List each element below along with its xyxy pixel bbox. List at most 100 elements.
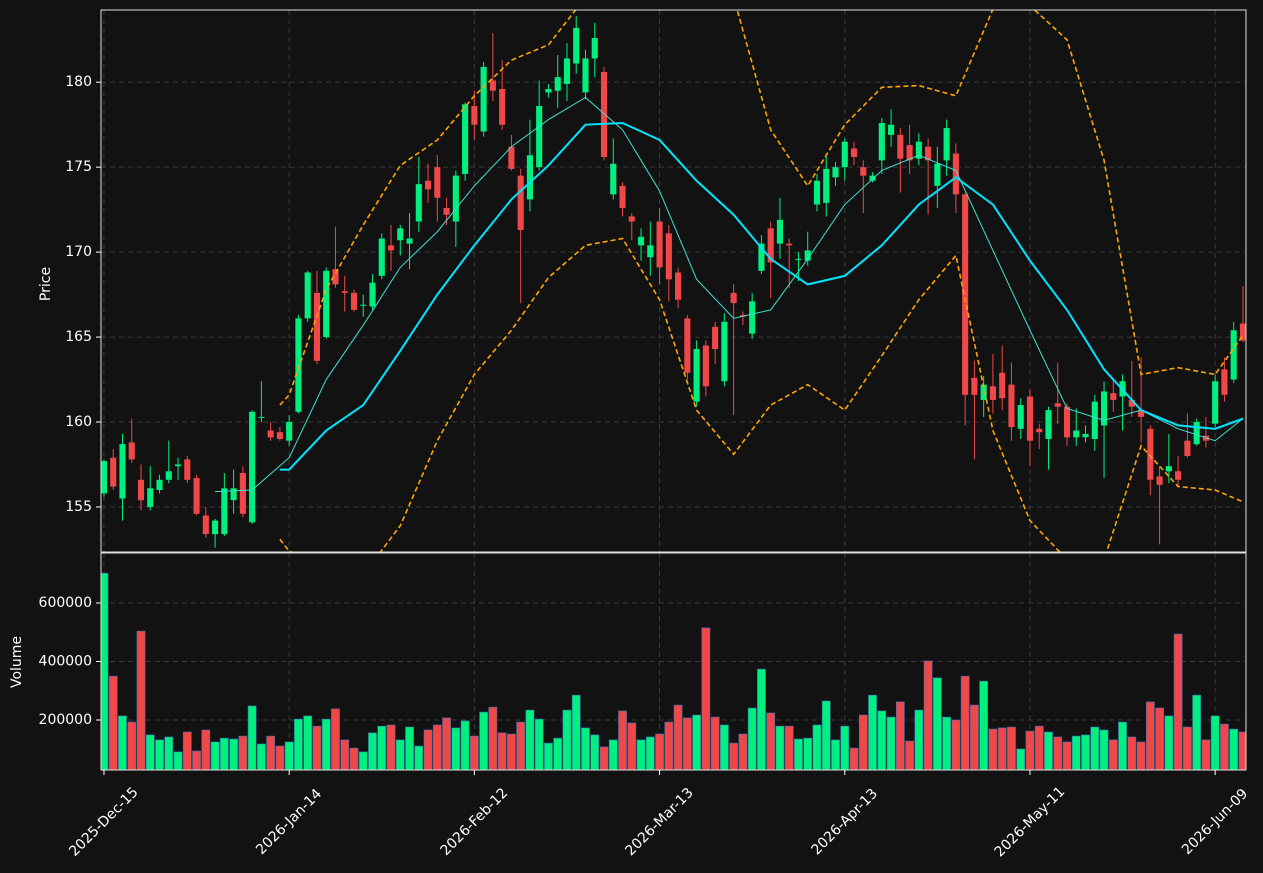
volume-bar (886, 716, 896, 770)
volume-bar (664, 721, 674, 770)
volume-bar (831, 739, 840, 770)
volume-bar (349, 747, 359, 770)
candle-body (869, 175, 876, 181)
volume-bar (1090, 726, 1100, 770)
candle-body (591, 38, 598, 59)
candle-body (1110, 393, 1117, 400)
candle-body (1045, 410, 1052, 440)
candle-body (1054, 403, 1061, 407)
volume-bar (544, 742, 553, 770)
candle-body (841, 141, 848, 168)
volume-bar (164, 736, 174, 770)
candle-body (526, 155, 533, 200)
y-tick-label: 180 (65, 74, 92, 90)
volume-bar (405, 726, 414, 770)
volume-bar (1044, 731, 1053, 770)
candle-body (489, 80, 496, 91)
candle-body (1128, 399, 1135, 407)
volume-bar (997, 727, 1007, 770)
candle-body (888, 124, 895, 135)
volume-bar (312, 725, 322, 770)
candle-body (425, 180, 432, 190)
candle-body (619, 185, 626, 208)
y-tick-label: 400000 (39, 654, 92, 670)
candle-body (1036, 428, 1043, 433)
volume-bar (1229, 728, 1239, 770)
volume-bar (210, 741, 220, 770)
volume-bar (618, 710, 627, 770)
candle-body (508, 146, 515, 169)
candle-body (295, 318, 302, 412)
candle-body (415, 184, 422, 222)
volume-bar (386, 724, 396, 770)
volume-bar (432, 724, 442, 770)
candle-body (971, 377, 978, 395)
volume-bar (1201, 739, 1211, 770)
candle-body (1175, 471, 1182, 480)
candle-body (313, 292, 320, 361)
candle-body (878, 122, 885, 161)
candle-body (952, 153, 959, 195)
candle-body (786, 243, 793, 246)
volume-bar (229, 738, 238, 770)
candle-body (174, 464, 182, 467)
y-axis-label: Volume (9, 636, 25, 688)
candle-body (897, 134, 904, 159)
volume-bar (812, 724, 822, 770)
volume-bar (951, 719, 961, 770)
candle-body (600, 72, 608, 157)
volume-bar (590, 734, 600, 770)
candle-body (193, 478, 200, 514)
volume-bar (155, 739, 164, 770)
candle-body (1026, 396, 1034, 441)
volume-bar (497, 732, 507, 770)
volume-bar (1053, 736, 1063, 770)
volume-bar (1034, 725, 1044, 770)
candle-body (360, 304, 367, 306)
candle-body (258, 416, 265, 418)
volume-bar (673, 704, 683, 770)
volume-bar (1220, 723, 1229, 770)
candle-body (1193, 422, 1200, 445)
candle-body (341, 291, 348, 293)
candle-body (980, 384, 987, 400)
candle-body (934, 163, 941, 186)
candle-body (1239, 323, 1246, 341)
volume-bar (1136, 741, 1146, 770)
candle-body (462, 104, 469, 174)
volume-bar (720, 724, 729, 770)
y-tick-label: 200000 (39, 712, 92, 728)
volume-bar (775, 725, 785, 770)
volume-bar (469, 735, 479, 770)
y-tick-label: 160 (65, 414, 92, 430)
volume-bar (1164, 715, 1174, 770)
candle-body (1221, 369, 1228, 395)
candle-body (1230, 330, 1237, 380)
candle-body (906, 145, 913, 161)
volume-bar (414, 745, 424, 770)
volume-bar (960, 675, 970, 770)
candle-body (1156, 476, 1163, 485)
candle-body (999, 372, 1006, 399)
volume-bar (738, 733, 748, 770)
candle-body (184, 459, 191, 480)
volume-bar (645, 736, 655, 770)
candle-body (332, 269, 339, 285)
volume-bar (108, 675, 118, 770)
volume-bar (1007, 726, 1016, 770)
candle-body (499, 89, 506, 125)
candle-body (249, 411, 256, 523)
candle-body (582, 58, 589, 93)
candle-body (758, 243, 765, 271)
volume-bar (710, 716, 720, 770)
candle-body (221, 488, 228, 535)
candle-body (1184, 440, 1191, 457)
volume-bar (571, 694, 581, 770)
volume-bar (1127, 736, 1137, 770)
candle-body (165, 471, 172, 480)
candle-body (1063, 406, 1071, 438)
candle-body (536, 105, 543, 168)
volume-bar (377, 725, 387, 770)
candle-body (147, 488, 154, 507)
